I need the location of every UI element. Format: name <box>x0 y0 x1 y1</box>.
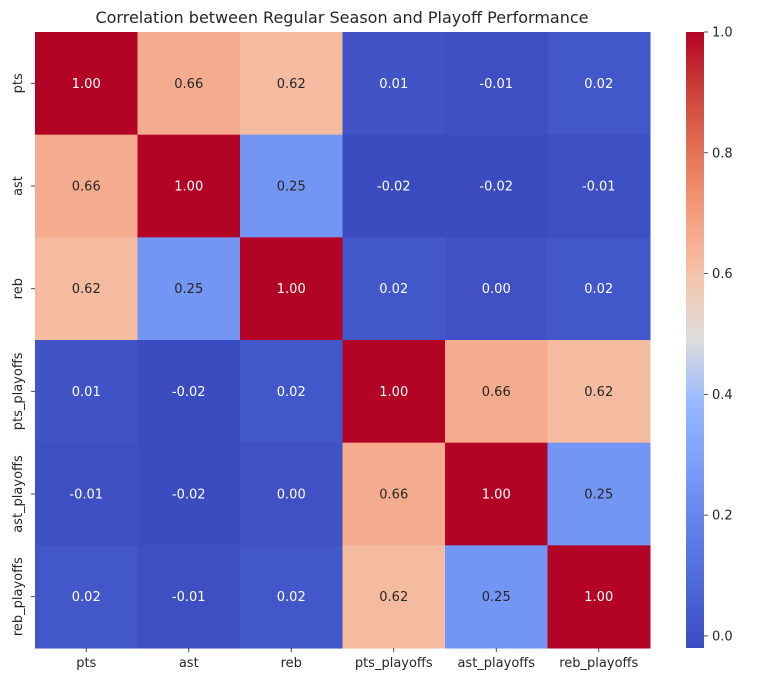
heatmap-cell-ast-ast <box>137 134 241 238</box>
heatmap-cell-reb_playoffs-pts <box>35 545 138 649</box>
cell-label-pts-ast: 0.66 <box>174 77 203 92</box>
heatmap-cell-reb_playoffs-reb <box>240 545 343 649</box>
cell-label-reb-ast: 0.25 <box>174 282 203 297</box>
cell-label-pts_playoffs-ast_playoffs: 0.66 <box>482 385 511 400</box>
cell-label-ast-ast: 1.00 <box>174 180 203 195</box>
colorbar-tick-label: 0.8 <box>712 146 733 161</box>
heatmap-cell-reb-pts <box>35 237 138 341</box>
cell-label-reb_playoffs-reb: 0.02 <box>277 590 306 605</box>
colorbar-tick-label: 0.6 <box>712 267 733 282</box>
heatmap-cell-pts_playoffs-reb <box>240 340 343 444</box>
heatmap-cell-ast-reb_playoffs <box>547 134 651 238</box>
cell-label-ast_playoffs-reb_playoffs: 0.25 <box>584 488 613 503</box>
cell-label-pts-pts: 1.00 <box>72 77 101 92</box>
colorbar: 0.0 0.2 0.4 0.6 0.8 1.0 <box>686 26 733 648</box>
heatmap-cell-ast_playoffs-pts_playoffs <box>342 442 446 546</box>
colorbar-tick-label: 0.2 <box>712 509 733 524</box>
heatmap-cell-reb-reb_playoffs <box>547 237 651 341</box>
colorbar-tick-label: 0.4 <box>712 388 733 403</box>
y-tick-label-pts_playoffs: pts_playoffs <box>11 352 26 430</box>
heatmap-cell-reb_playoffs-reb_playoffs <box>547 545 651 649</box>
cell-label-pts-ast_playoffs: -0.01 <box>479 77 513 92</box>
x-tick-label-ast_playoffs: ast_playoffs <box>457 656 535 671</box>
cell-label-reb_playoffs-pts_playoffs: 0.62 <box>379 590 408 605</box>
heatmap-cell-ast_playoffs-ast_playoffs <box>445 442 548 546</box>
cell-label-ast_playoffs-reb: 0.00 <box>277 488 306 503</box>
heatmap-cell-ast_playoffs-reb <box>240 442 343 546</box>
x-tick-label-reb_playoffs: reb_playoffs <box>559 656 638 671</box>
colorbar-tick-label: 1.0 <box>712 26 733 41</box>
y-tick-label-reb: reb <box>11 278 26 299</box>
cell-label-pts_playoffs-pts: 0.01 <box>72 385 101 400</box>
heatmap-cell-ast_playoffs-pts <box>35 442 138 546</box>
heatmap-cell-ast-ast_playoffs <box>445 134 548 238</box>
x-tick-label-reb: reb <box>281 656 302 671</box>
cell-label-pts_playoffs-pts_playoffs: 1.00 <box>379 385 408 400</box>
cell-label-pts-reb_playoffs: 0.02 <box>584 77 613 92</box>
heatmap-annotations: 1.00 0.66 0.62 0.01 -0.01 0.02 0.66 1.00 0.25 -0.… <box>69 77 615 605</box>
cell-label-pts-reb: 0.62 <box>277 77 306 92</box>
cell-label-ast_playoffs-ast_playoffs: 1.00 <box>482 488 511 503</box>
cell-label-pts_playoffs-reb: 0.02 <box>277 385 306 400</box>
y-tick-label-ast: ast <box>11 176 26 196</box>
heatmap-cells <box>35 32 651 649</box>
cell-label-ast-ast_playoffs: -0.02 <box>479 180 513 195</box>
cell-label-reb-pts: 0.62 <box>72 282 101 297</box>
cell-label-ast-pts: 0.66 <box>72 180 101 195</box>
cell-label-reb_playoffs-ast_playoffs: 0.25 <box>482 590 511 605</box>
x-axis-ticks: pts ast reb pts_playoffs ast_playoffs reb_pla… <box>76 648 638 671</box>
heatmap-cell-pts_playoffs-pts <box>35 340 138 444</box>
heatmap-cell-pts_playoffs-ast_playoffs <box>445 340 548 444</box>
heatmap-cell-pts_playoffs-ast <box>137 340 241 444</box>
heatmap-cell-pts-ast <box>137 32 241 136</box>
heatmap-cell-ast-pts_playoffs <box>342 134 446 238</box>
y-tick-label-pts: pts <box>11 73 26 93</box>
y-tick-label-ast_playoffs: ast_playoffs <box>11 455 26 533</box>
y-axis-ticks: pts ast reb pts_playoffs ast_playoffs reb_pla… <box>11 73 35 636</box>
colorbar-tick-label: 0.0 <box>712 629 733 644</box>
x-tick-label-ast: ast <box>179 656 199 671</box>
heatmap-cell-pts-ast_playoffs <box>445 32 548 136</box>
heatmap-cell-pts_playoffs-pts_playoffs <box>342 340 446 444</box>
cell-label-reb-ast_playoffs: 0.00 <box>482 282 511 297</box>
heatmap-cell-reb-ast_playoffs <box>445 237 548 341</box>
cell-label-pts_playoffs-reb_playoffs: 0.62 <box>584 385 613 400</box>
heatmap-cell-reb_playoffs-pts_playoffs <box>342 545 446 649</box>
heatmap-cell-pts-reb_playoffs <box>547 32 651 136</box>
cell-label-ast-pts_playoffs: -0.02 <box>377 180 411 195</box>
heatmap-cell-ast-pts <box>35 134 138 238</box>
cell-label-pts_playoffs-ast: -0.02 <box>172 385 206 400</box>
cell-label-pts-pts_playoffs: 0.01 <box>379 77 408 92</box>
x-tick-label-pts_playoffs: pts_playoffs <box>355 656 433 671</box>
heatmap-cell-reb-ast <box>137 237 241 341</box>
cell-label-ast_playoffs-pts_playoffs: 0.66 <box>379 488 408 503</box>
cell-label-reb_playoffs-reb_playoffs: 1.00 <box>584 590 613 605</box>
heatmap-cell-ast_playoffs-ast <box>137 442 241 546</box>
cell-label-ast-reb_playoffs: -0.01 <box>582 180 616 195</box>
heatmap-cell-reb-reb <box>240 237 343 341</box>
cell-label-reb_playoffs-ast: -0.01 <box>172 590 206 605</box>
heatmap-cell-pts-pts_playoffs <box>342 32 446 136</box>
cell-label-reb-reb: 1.00 <box>277 282 306 297</box>
cell-label-ast-reb: 0.25 <box>277 180 306 195</box>
heatmap-cell-pts_playoffs-reb_playoffs <box>547 340 651 444</box>
cell-label-ast_playoffs-ast: -0.02 <box>172 488 206 503</box>
colorbar-gradient <box>686 32 704 648</box>
cell-label-reb-reb_playoffs: 0.02 <box>584 282 613 297</box>
heatmap-cell-ast_playoffs-reb_playoffs <box>547 442 651 546</box>
heatmap-cell-pts-pts <box>35 32 138 136</box>
heatmap-cell-reb_playoffs-ast_playoffs <box>445 545 548 649</box>
heatmap-cell-reb-pts_playoffs <box>342 237 446 341</box>
heatmap-cell-reb_playoffs-ast <box>137 545 241 649</box>
cell-label-ast_playoffs-pts: -0.01 <box>69 488 103 503</box>
heatmap-cell-ast-reb <box>240 134 343 238</box>
heatmap-cell-pts-reb <box>240 32 343 136</box>
y-tick-label-reb_playoffs: reb_playoffs <box>11 557 26 636</box>
chart-title: Correlation between Regular Season and P… <box>95 8 588 27</box>
x-tick-label-pts: pts <box>76 656 96 671</box>
cell-label-reb_playoffs-pts: 0.02 <box>72 590 101 605</box>
cell-label-reb-pts_playoffs: 0.02 <box>379 282 408 297</box>
